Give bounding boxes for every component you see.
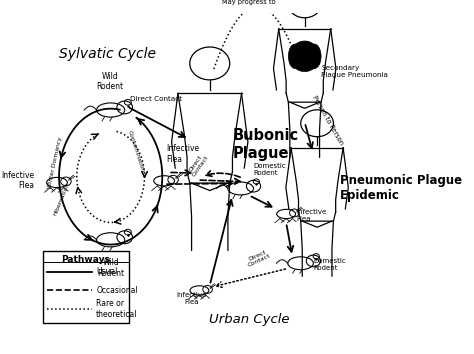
Text: Direct
Contact: Direct Contact (187, 152, 210, 178)
Text: May progress to: May progress to (222, 0, 276, 5)
Text: Wild
Rodent: Wild Rodent (96, 72, 123, 91)
Text: Infective
Flea: Infective Flea (296, 209, 327, 222)
Ellipse shape (290, 41, 319, 72)
Text: Pneumonic Plague
Epidemic: Pneumonic Plague Epidemic (340, 175, 462, 202)
Text: Wild
Rodent: Wild Rodent (97, 258, 124, 278)
Text: Winter Dormancy: Winter Dormancy (47, 137, 63, 189)
Text: Direct
Contact: Direct Contact (245, 248, 272, 268)
Text: Domestic
Rodent: Domestic Rodent (253, 162, 286, 176)
Text: Person to Person: Person to Person (311, 95, 344, 146)
Text: Hibernation: Hibernation (52, 182, 70, 216)
Ellipse shape (308, 44, 321, 69)
Text: Infective
Flea: Infective Flea (1, 171, 34, 190)
Text: Sylvatic Cycle: Sylvatic Cycle (59, 47, 156, 62)
Ellipse shape (288, 44, 302, 69)
Text: Rare or
theoretical: Rare or theoretical (96, 299, 138, 319)
Text: Usual: Usual (96, 267, 118, 276)
Text: Pathways: Pathways (62, 256, 110, 264)
Text: Urban Cycle: Urban Cycle (209, 313, 289, 326)
Text: Infective
Flea: Infective Flea (166, 144, 200, 164)
Bar (43, 251, 129, 323)
Text: Bubonic
Plague: Bubonic Plague (232, 128, 299, 160)
Text: Domestic
Rodent: Domestic Rodent (313, 258, 346, 272)
Text: Contamination: Contamination (127, 129, 146, 173)
Text: Occasional: Occasional (96, 286, 138, 295)
Text: Secondary
Plague Pneumonia: Secondary Plague Pneumonia (321, 65, 388, 78)
Text: Infective
Flea: Infective Flea (176, 292, 206, 305)
Text: Direct Contact: Direct Contact (130, 96, 182, 102)
